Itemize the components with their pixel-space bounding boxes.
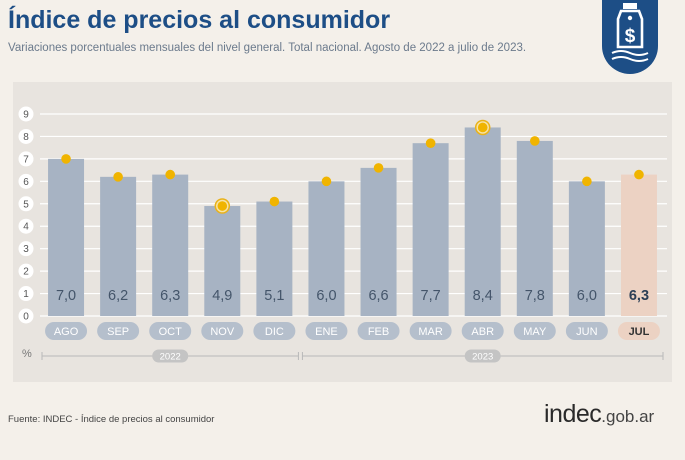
x-tick-label: JUN — [576, 326, 597, 338]
data-point — [582, 176, 592, 187]
y-tick-label: 7 — [23, 154, 29, 165]
data-label: 6,0 — [577, 288, 597, 304]
data-label: 6,0 — [316, 288, 336, 304]
y-tick-bubble — [18, 106, 34, 122]
x-tick-label: JUL — [629, 326, 650, 338]
data-point — [113, 172, 123, 182]
bar — [464, 127, 501, 316]
year-pill — [152, 349, 189, 363]
y-tick-bubble — [18, 263, 34, 279]
x-tick-label: MAY — [523, 326, 547, 338]
category-pill — [97, 322, 140, 340]
logo-main: indec — [544, 400, 602, 428]
x-tick-label: MAR — [418, 326, 443, 338]
source-note: Fuente: INDEC - Índice de precios al con… — [8, 414, 215, 425]
y-tick-label: 0 — [23, 312, 29, 323]
y-tick-bubble — [18, 151, 34, 167]
bar-chart: 0 1 2 3 4 5 6 7 8 9% 7,0 AGO 6,2 SEP 6,3 OCT 4,9 NOV 5,1 DI… — [13, 82, 672, 382]
data-point — [61, 154, 71, 164]
x-tick-label: DIC — [265, 326, 284, 338]
x-tick-label: NOV — [210, 326, 235, 338]
bar — [256, 201, 293, 316]
bar — [516, 140, 553, 316]
bar — [48, 158, 85, 316]
data-point — [634, 169, 644, 180]
logo-suffix: .gob.ar — [601, 407, 655, 426]
data-point — [529, 136, 540, 146]
category-pill — [149, 322, 192, 340]
category-pill — [513, 322, 556, 340]
bar — [360, 167, 397, 316]
y-tick-label: 5 — [23, 199, 29, 210]
category-pill — [409, 322, 452, 340]
y-axis-unit: % — [22, 348, 32, 360]
data-label: 6,2 — [108, 288, 128, 304]
data-label: 7,0 — [56, 288, 76, 304]
y-tick-label: 4 — [23, 222, 29, 233]
data-label: 7,8 — [525, 288, 545, 304]
y-tick-bubble — [18, 196, 34, 212]
y-tick-label: 2 — [23, 267, 29, 278]
y-tick-label: 9 — [23, 110, 29, 121]
indec-logo: indec.gob.ar — [544, 400, 654, 429]
y-tick-bubble — [18, 218, 34, 234]
x-tick-label: FEB — [368, 326, 389, 338]
category-pill — [461, 322, 504, 340]
data-point — [217, 201, 228, 211]
data-label: 8,4 — [473, 288, 493, 304]
svg-text:$: $ — [625, 26, 636, 47]
data-label: 6,3 — [160, 288, 180, 304]
page-title: Índice de precios al consumidor — [8, 6, 391, 34]
data-point — [373, 163, 384, 173]
x-tick-label: ENE — [315, 326, 338, 338]
data-point — [321, 176, 332, 187]
x-tick-label: ABR — [471, 326, 494, 338]
data-label: 7,7 — [421, 288, 441, 304]
page-subtitle: Variaciones porcentuales mensuales del n… — [8, 42, 527, 54]
category-pill — [357, 322, 400, 340]
data-label: 5,1 — [264, 288, 284, 304]
bar — [152, 174, 189, 316]
bar — [412, 143, 449, 316]
data-label: 6,6 — [368, 288, 388, 304]
price-tag-dollar-icon: $ — [611, 3, 649, 62]
y-tick-label: 6 — [23, 177, 29, 188]
data-point — [269, 196, 280, 207]
y-tick-bubble — [18, 241, 34, 257]
data-point — [425, 138, 436, 148]
category-pill — [305, 322, 348, 340]
y-tick-bubble — [18, 128, 34, 144]
x-tick-label: OCT — [159, 326, 183, 338]
data-label: 6,3 — [629, 288, 649, 304]
year-label: 2022 — [160, 352, 181, 363]
category-pill — [565, 322, 608, 340]
chart-area: 0 1 2 3 4 5 6 7 8 9% 7,0 AGO 6,2 SEP 6,3 OCT 4,9 NOV 5,1 DI… — [13, 82, 672, 382]
bar — [100, 176, 137, 316]
y-tick-bubble — [18, 308, 34, 324]
y-tick-label: 3 — [23, 244, 29, 255]
bar — [308, 181, 345, 316]
data-label: 4,9 — [212, 288, 232, 304]
year-label: 2023 — [472, 352, 493, 363]
y-tick-bubble — [18, 173, 34, 189]
category-pill — [45, 322, 88, 340]
category-pill — [253, 322, 296, 340]
bar — [204, 206, 241, 316]
data-point — [165, 169, 176, 180]
category-pill — [617, 322, 660, 340]
x-tick-label: AGO — [54, 326, 79, 338]
y-tick-bubble — [18, 286, 34, 302]
data-point — [477, 122, 488, 133]
bar — [568, 181, 605, 316]
year-pill — [464, 349, 501, 363]
x-tick-label: SEP — [107, 326, 129, 338]
category-pill — [201, 322, 244, 340]
y-tick-label: 8 — [23, 132, 29, 143]
bar — [620, 174, 657, 316]
indec-badge: $ — [602, 0, 658, 74]
y-tick-label: 1 — [23, 289, 29, 300]
